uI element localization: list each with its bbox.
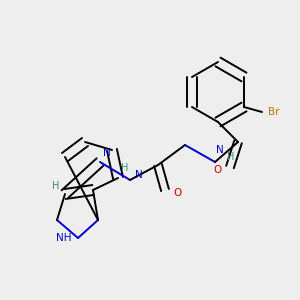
Text: O: O — [214, 165, 222, 175]
Text: Br: Br — [268, 107, 280, 117]
Text: N: N — [103, 148, 111, 158]
Text: O: O — [173, 188, 181, 198]
Text: NH: NH — [56, 233, 72, 243]
Text: N: N — [216, 145, 224, 155]
Text: N: N — [135, 170, 143, 180]
Text: H: H — [52, 181, 60, 191]
Text: H: H — [227, 152, 235, 162]
Text: H: H — [121, 163, 129, 173]
